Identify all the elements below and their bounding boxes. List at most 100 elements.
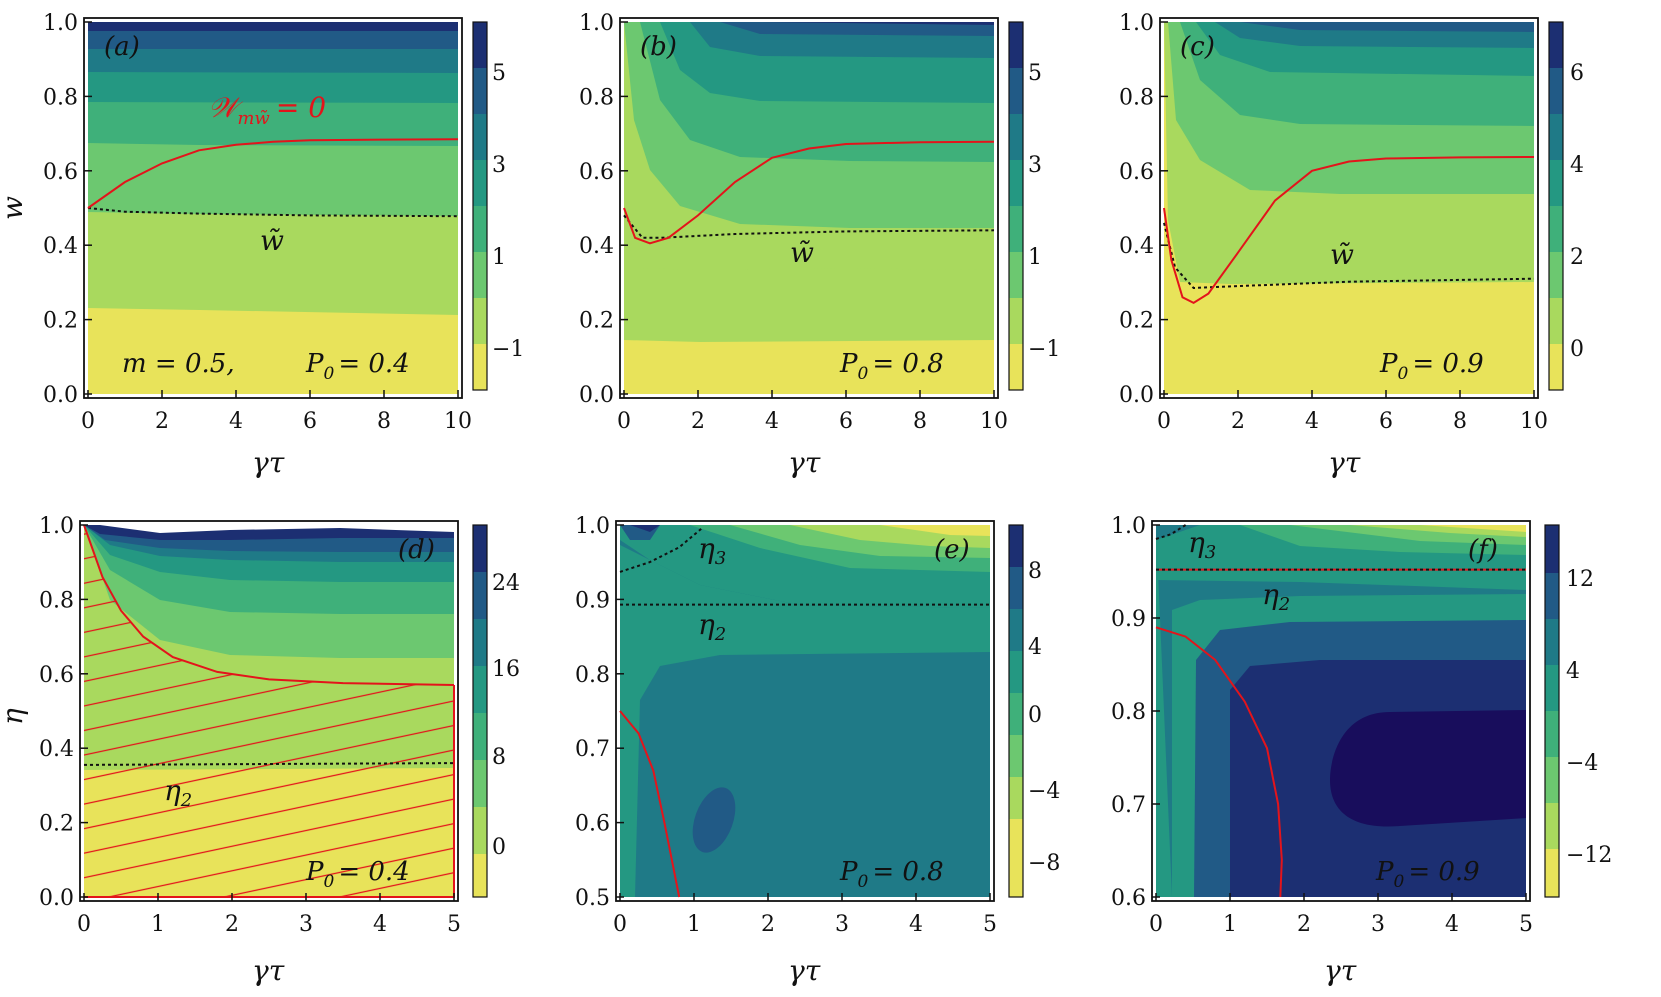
y-tick-label: 0.6 [575, 812, 610, 837]
colorbar-d [472, 524, 488, 898]
x-tick-label: 10 [444, 409, 472, 434]
panel-tag-b: (b) [640, 32, 677, 62]
x-tick-label: 3 [835, 912, 849, 937]
y-tick-label: 0.4 [43, 234, 78, 259]
svg-text:0: 0 [1028, 703, 1042, 728]
contour-fill-f [1156, 525, 1526, 897]
svg-text:24: 24 [492, 571, 520, 596]
x-tick-label: 8 [913, 409, 927, 434]
panel-tag-a: (a) [104, 32, 140, 62]
svg-text:5: 5 [492, 61, 506, 86]
x-tick-label: 4 [765, 409, 779, 434]
y-tick-label: 0.0 [43, 383, 78, 408]
dashed-label-b: w̃ [790, 236, 814, 269]
x-tick-label: 3 [299, 912, 313, 937]
colorbar-c [1548, 21, 1564, 391]
y-tick-label: 0.2 [39, 812, 74, 837]
curve-label-a: 𝒲mw̃ = 0 [208, 91, 326, 129]
p0-label-a: P0 = 0.4 [305, 349, 410, 384]
svg-text:4: 4 [1570, 153, 1584, 178]
svg-text:16: 16 [492, 657, 520, 682]
dashed-curve-a [87, 207, 459, 218]
dashed-label-eta3-f: η3 [1188, 526, 1216, 563]
y-tick-label: 0.8 [1119, 85, 1154, 110]
x-tick-label: 5 [1519, 912, 1533, 937]
panel-tag-d: (d) [398, 535, 435, 565]
y-tick-label: 0.8 [575, 663, 610, 688]
y-tick-label: 0.6 [1119, 160, 1154, 185]
red-curve-c [1163, 156, 1535, 305]
panel-b: 0.0 0.2 0.4 0.6 0.8 1.0 0 2 4 6 8 10 (b) w̃ P0 = 0.… [579, 11, 1060, 479]
dashed-label-f: η2 [1262, 578, 1290, 615]
x-tick-label: 2 [1231, 409, 1245, 434]
x-tick-label: 10 [1520, 409, 1548, 434]
x-tick-label: 4 [909, 912, 923, 937]
red-curve-a [87, 138, 459, 209]
contour-fill-b [624, 22, 994, 394]
x-tick-label: 2 [225, 912, 239, 937]
x-ticks-c: 0 2 4 6 8 10 [1157, 390, 1548, 434]
contour-fill-e [620, 525, 990, 897]
y-tick-label: 0.6 [39, 663, 74, 688]
colorbar-b [1008, 21, 1024, 391]
svg-text:3: 3 [1028, 153, 1042, 178]
x-axis-label-b: γτ [788, 446, 821, 479]
axes-frame-a [83, 17, 463, 399]
x-tick-label: 4 [1445, 912, 1459, 937]
x-ticks-d: 0 1 2 3 4 5 [77, 893, 461, 937]
y-tick-label: 1.0 [575, 514, 610, 539]
y-tick-label: 0.7 [575, 737, 610, 762]
x-tick-label: 4 [229, 409, 243, 434]
panel-c: 0.0 0.2 0.4 0.6 0.8 1.0 0 2 4 6 8 10 (c) w̃ P0 = 0.… [1119, 11, 1584, 479]
x-tick-label: 4 [373, 912, 387, 937]
svg-text:1: 1 [492, 245, 506, 270]
p0-label-f: P0 = 0.9 [1375, 857, 1480, 892]
dashed-label-eta3-e: η3 [698, 532, 726, 569]
colorbar-ticks-c: 6 4 2 0 [1570, 61, 1584, 362]
colorbar-ticks-d: 24 16 8 0 [492, 571, 520, 860]
x-tick-label: 4 [1305, 409, 1319, 434]
dashed-curve-b [623, 214, 995, 239]
colorbar-ticks-f: 12 4 −4 −12 [1566, 567, 1612, 868]
dashed-label-a: w̃ [260, 224, 284, 257]
svg-text:−4: −4 [1566, 751, 1598, 776]
y-ticks-f: 0.6 0.7 0.8 0.9 1.0 [1111, 514, 1160, 911]
x-axis-label-e: γτ [788, 954, 821, 987]
dashed-label-d: η2 [164, 774, 192, 811]
dashed-curve-c [1163, 222, 1535, 290]
panel-tag-e: (e) [934, 535, 970, 565]
svg-text:4: 4 [1566, 659, 1580, 684]
p0-label-d: P0 = 0.4 [305, 857, 410, 892]
x-tick-label: 0 [1157, 409, 1171, 434]
y-tick-label: 0.9 [575, 588, 610, 613]
svg-text:12: 12 [1566, 567, 1594, 592]
red-curve-b [623, 140, 995, 245]
x-tick-label: 0 [613, 912, 627, 937]
y-tick-label: 0.6 [1111, 886, 1146, 911]
x-tick-label: 5 [983, 912, 997, 937]
y-tick-label: 0.6 [579, 160, 614, 185]
y-tick-label: 0.8 [43, 85, 78, 110]
panel-e: 0.5 0.6 0.7 0.8 0.9 1.0 0 1 2 3 4 5 (e) η3 η2 P0 = … [575, 514, 1060, 987]
y-tick-label: 0.8 [579, 85, 614, 110]
contour-fill-a [88, 22, 458, 394]
y-tick-label: 0.0 [1119, 383, 1154, 408]
red-curve-d [83, 524, 455, 686]
x-axis-label-a: γτ [252, 446, 285, 479]
y-ticks-e: 0.5 0.6 0.7 0.8 0.9 1.0 [575, 514, 624, 911]
colorbar-ticks-e: 8 4 0 −4 −8 [1028, 559, 1060, 876]
x-tick-label: 5 [447, 912, 461, 937]
y-axis-label-a: w [0, 196, 29, 220]
svg-text:−1: −1 [492, 337, 524, 362]
y-tick-label: 0.4 [579, 234, 614, 259]
svg-text:8: 8 [1028, 559, 1042, 584]
x-tick-label: 2 [761, 912, 775, 937]
dashed-curve-eta3-e [619, 527, 703, 573]
y-tick-label: 1.0 [39, 514, 74, 539]
y-tick-label: 0.2 [43, 309, 78, 334]
axes-frame-c [1159, 17, 1539, 399]
svg-text:5: 5 [1028, 61, 1042, 86]
p0-label-b: P0 = 0.8 [839, 349, 944, 384]
